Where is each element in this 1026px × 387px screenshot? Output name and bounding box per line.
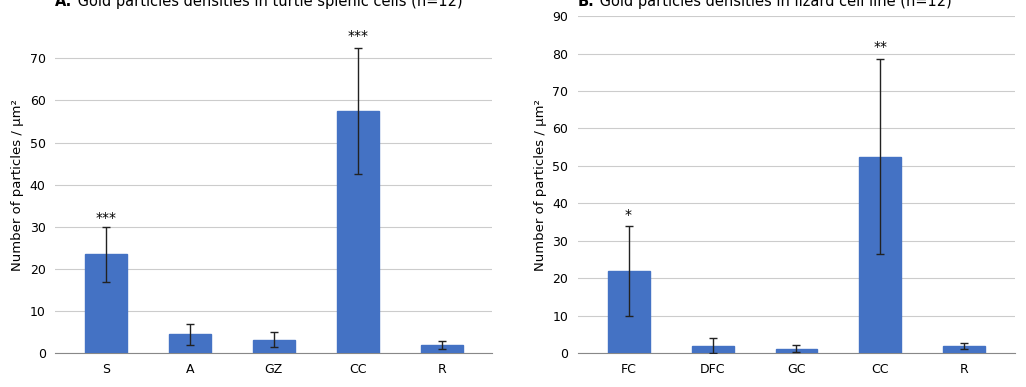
Bar [692, 346, 734, 353]
Bar [85, 254, 127, 353]
Bar [944, 346, 986, 353]
Y-axis label: Number of particles / μm²: Number of particles / μm² [11, 99, 25, 271]
Text: Gold particles densities in lizard cell line (n=12): Gold particles densities in lizard cell … [595, 0, 951, 9]
Text: ***: *** [347, 29, 368, 43]
Text: Gold particles densities in turtle splenic cells (n=12): Gold particles densities in turtle splen… [73, 0, 463, 9]
Bar [607, 271, 649, 353]
Text: ***: *** [95, 211, 116, 225]
Bar [252, 340, 294, 353]
Bar [776, 349, 818, 353]
Text: **: ** [873, 39, 887, 53]
Bar [860, 157, 902, 353]
Text: *: * [625, 208, 632, 222]
Bar [337, 111, 379, 353]
Y-axis label: Number of particles / μm²: Number of particles / μm² [534, 99, 547, 271]
Text: B.: B. [578, 0, 595, 9]
Bar [169, 334, 210, 353]
Text: A.: A. [55, 0, 73, 9]
Bar [421, 345, 463, 353]
